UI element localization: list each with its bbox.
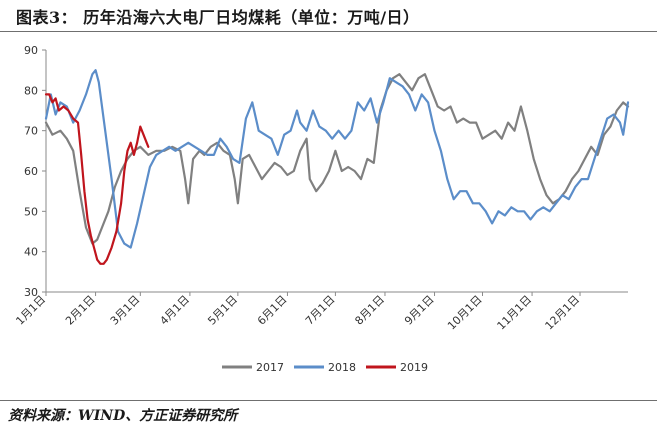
- x-tick-label: 2月1日: [63, 293, 98, 328]
- legend-label-2017: 2017: [256, 361, 284, 374]
- x-tick-label: 4月1日: [157, 293, 192, 328]
- x-tick-label: 8月1日: [352, 293, 387, 328]
- y-tick-label: 40: [24, 246, 38, 259]
- legend-label-2018: 2018: [328, 361, 356, 374]
- chart-area: 30 40 50 60 70 80 90 1月1日 2月1日 3月1日 4月1日 5月1日 6月1日 7月…: [0, 32, 657, 392]
- y-tick-label: 80: [24, 84, 38, 97]
- series-line-2019: [44, 93, 150, 265]
- y-tick-label: 60: [24, 165, 38, 178]
- x-tick-label: 6月1日: [255, 293, 290, 328]
- x-tick-label: 11月1日: [495, 293, 535, 333]
- series-lines: [44, 69, 630, 265]
- x-tick-label: 7月1日: [303, 293, 338, 328]
- x-tick-label: 5月1日: [205, 293, 240, 328]
- series-line-2018: [44, 69, 630, 249]
- legend-label-2019: 2019: [400, 361, 428, 374]
- x-tick-label: 12月1日: [543, 293, 583, 333]
- series-line-2017: [44, 73, 630, 245]
- figure-title: 图表3： 历年沿海六大电厂日均煤耗（单位：万吨/日）: [16, 8, 420, 27]
- y-tick-label: 30: [24, 286, 38, 299]
- y-tick-label: 70: [24, 125, 38, 138]
- source-divider: [0, 400, 657, 401]
- title-bar: 图表3： 历年沿海六大电厂日均煤耗（单位：万吨/日）: [0, 0, 657, 32]
- x-tick-label: 9月1日: [402, 293, 437, 328]
- x-tick-label: 10月1日: [445, 293, 485, 333]
- source-note: 资料来源：WIND、方正证券研究所: [8, 408, 238, 424]
- y-tick-label: 50: [24, 205, 38, 218]
- legend: 2017 2018 2019: [222, 361, 428, 374]
- title-divider: [0, 31, 657, 32]
- y-tick-label: 90: [24, 44, 38, 57]
- x-tick-label: 3月1日: [108, 293, 143, 328]
